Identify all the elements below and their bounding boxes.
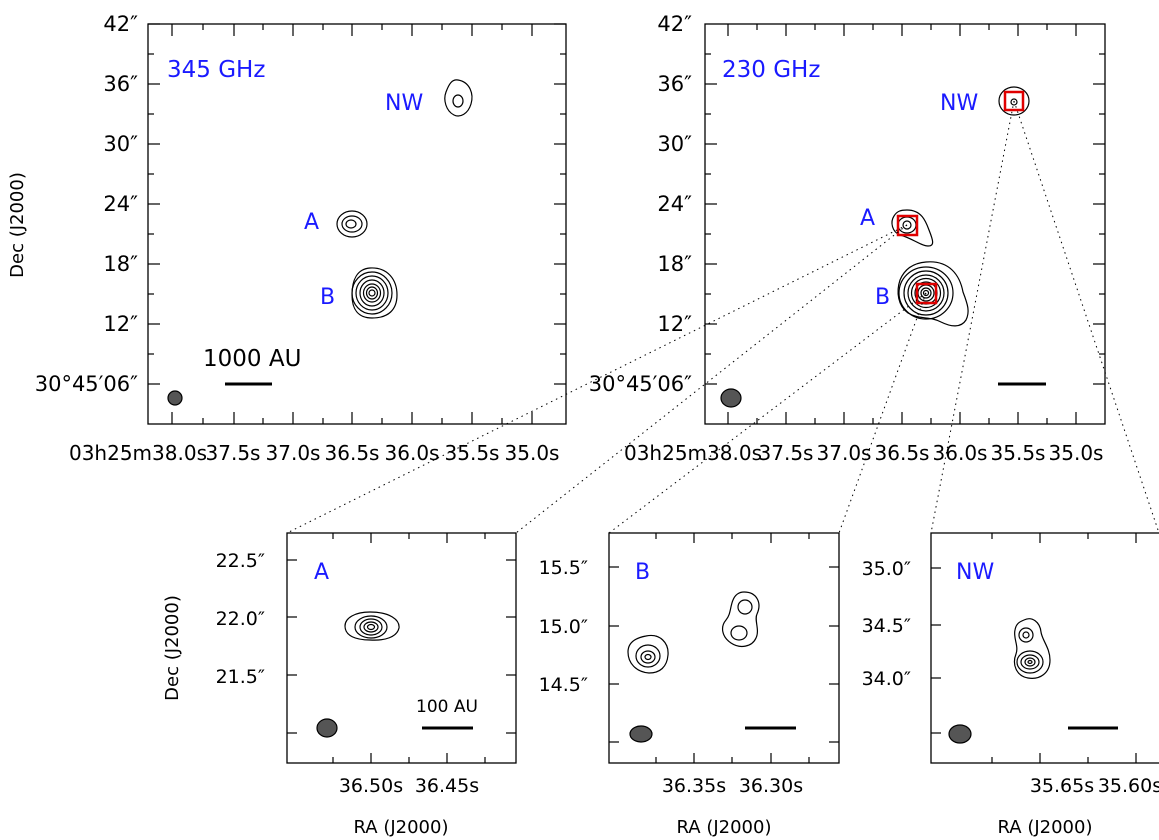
y-tick-label: 34.0″ xyxy=(862,668,911,690)
zoom-box-b xyxy=(915,282,938,305)
x-axis-label: RA (J2000) xyxy=(354,817,449,838)
y-tick-label: 30″ xyxy=(103,132,138,156)
panel-zoom-b: 14.5″ 15.0″ 15.5″ 36.35s 36.30s RA (J200… xyxy=(539,532,840,838)
y-tick-label: 34.5″ xyxy=(862,615,911,637)
y-tick-label: 18″ xyxy=(657,252,692,276)
contour-source-a xyxy=(344,611,400,641)
source-label: A xyxy=(304,210,319,235)
source-label: B xyxy=(320,285,335,310)
band-label: NW xyxy=(956,560,994,585)
y-tick-label: 36″ xyxy=(103,72,138,96)
scale-bar-label: 100 AU xyxy=(416,697,478,717)
band-label: 230 GHz xyxy=(722,57,820,83)
beam-ellipse xyxy=(167,390,183,406)
x-tick-label: 35.65s xyxy=(1030,775,1094,797)
source-label: NW xyxy=(940,91,978,116)
contour-source-nw xyxy=(1013,618,1051,679)
zoom-box-a xyxy=(896,214,919,237)
y-tick-label: 12″ xyxy=(103,312,138,336)
panel-230ghz: 30°45′06″ 12″ 18″ 24″ 30″ 36″ 42″ 03h25m… xyxy=(589,12,1106,465)
x-tick-label: 36.30s xyxy=(739,775,803,797)
panel-frame xyxy=(704,23,1106,425)
contour-source-b xyxy=(897,261,969,327)
contour-source-a xyxy=(336,210,368,238)
x-tick-label: 37.0s xyxy=(817,441,872,465)
beam-ellipse xyxy=(629,725,653,743)
contour-source-b-west xyxy=(721,591,760,648)
y-tick-label: 30°45′06″ xyxy=(35,372,138,396)
zoom-box-nw xyxy=(1003,90,1025,112)
y-axis-label: Dec (J2000) xyxy=(7,172,28,278)
x-tick-label: 03h25m38.0s xyxy=(624,441,762,465)
x-tick-label: 35.5s xyxy=(991,441,1046,465)
x-tick-label: 35.0s xyxy=(1049,441,1104,465)
x-tick-label: 35.5s xyxy=(445,441,500,465)
y-tick-label: 30″ xyxy=(657,132,692,156)
x-tick-label: 35.0s xyxy=(505,441,560,465)
y-tick-label: 22.0″ xyxy=(216,608,265,630)
panel-zoom-nw: 34.0″ 34.5″ 35.0″ 35.65s 35.60s RA (J200… xyxy=(862,532,1159,838)
y-tick-label: 18″ xyxy=(103,252,138,276)
beam-ellipse xyxy=(720,388,742,408)
y-tick-label: 15.5″ xyxy=(539,557,588,579)
panel-345ghz: 30°45′06″ 12″ 18″ 24″ 30″ 36″ 42″ 03h25m… xyxy=(7,12,567,465)
contour-source-nw xyxy=(998,86,1030,116)
y-tick-label: 14.5″ xyxy=(539,674,588,696)
panel-frame xyxy=(930,532,1159,764)
y-tick-label: 21.5″ xyxy=(216,666,265,688)
x-tick-label: 36.35s xyxy=(662,775,726,797)
x-tick-label: 36.5s xyxy=(875,441,930,465)
y-tick-label: 15.0″ xyxy=(539,616,588,638)
panel-frame xyxy=(608,532,840,764)
y-tick-label: 24″ xyxy=(103,192,138,216)
y-tick-label: 12″ xyxy=(657,312,692,336)
contour-source-a xyxy=(891,209,934,247)
contour-source-b-east xyxy=(627,634,669,674)
source-label: A xyxy=(860,206,875,231)
x-tick-label: 36.50s xyxy=(339,775,403,797)
y-tick-label: 30°45′06″ xyxy=(589,372,692,396)
x-tick-label: 36.45s xyxy=(415,775,479,797)
x-axis-label: RA (J2000) xyxy=(998,817,1093,838)
source-label: NW xyxy=(385,91,423,116)
panel-zoom-a: 21.5″ 22.0″ 22.5″ 36.50s 36.45s Dec (J20… xyxy=(162,532,517,838)
y-axis-label: Dec (J2000) xyxy=(162,595,183,701)
y-tick-label: 42″ xyxy=(103,12,138,36)
scale-bar-label: 1000 AU xyxy=(203,346,301,372)
beam-ellipse xyxy=(948,724,972,744)
x-tick-label: 36.0s xyxy=(933,441,988,465)
x-tick-label: 37.5s xyxy=(206,441,261,465)
x-tick-label: 36.0s xyxy=(385,441,440,465)
x-tick-label: 37.0s xyxy=(266,441,321,465)
beam-ellipse xyxy=(316,718,338,738)
x-tick-label: 36.5s xyxy=(325,441,380,465)
source-label: B xyxy=(875,285,890,310)
band-label: A xyxy=(314,560,329,585)
band-label: B xyxy=(635,560,650,585)
y-tick-label: 42″ xyxy=(657,12,692,36)
x-tick-label: 37.5s xyxy=(759,441,814,465)
band-label: 345 GHz xyxy=(167,57,265,83)
x-tick-label: 03h25m38.0s xyxy=(69,441,207,465)
contour-source-nw xyxy=(444,79,473,117)
panel-frame xyxy=(286,532,517,764)
y-tick-label: 36″ xyxy=(657,72,692,96)
y-tick-label: 35.0″ xyxy=(862,558,911,580)
x-axis-label: RA (J2000) xyxy=(677,817,772,838)
y-tick-label: 22.5″ xyxy=(216,550,265,572)
zoom-connectors xyxy=(286,100,1159,534)
x-tick-label: 35.60s xyxy=(1098,775,1159,797)
y-tick-label: 24″ xyxy=(657,192,692,216)
contour-source-b xyxy=(351,267,398,319)
panel-frame xyxy=(147,23,567,425)
